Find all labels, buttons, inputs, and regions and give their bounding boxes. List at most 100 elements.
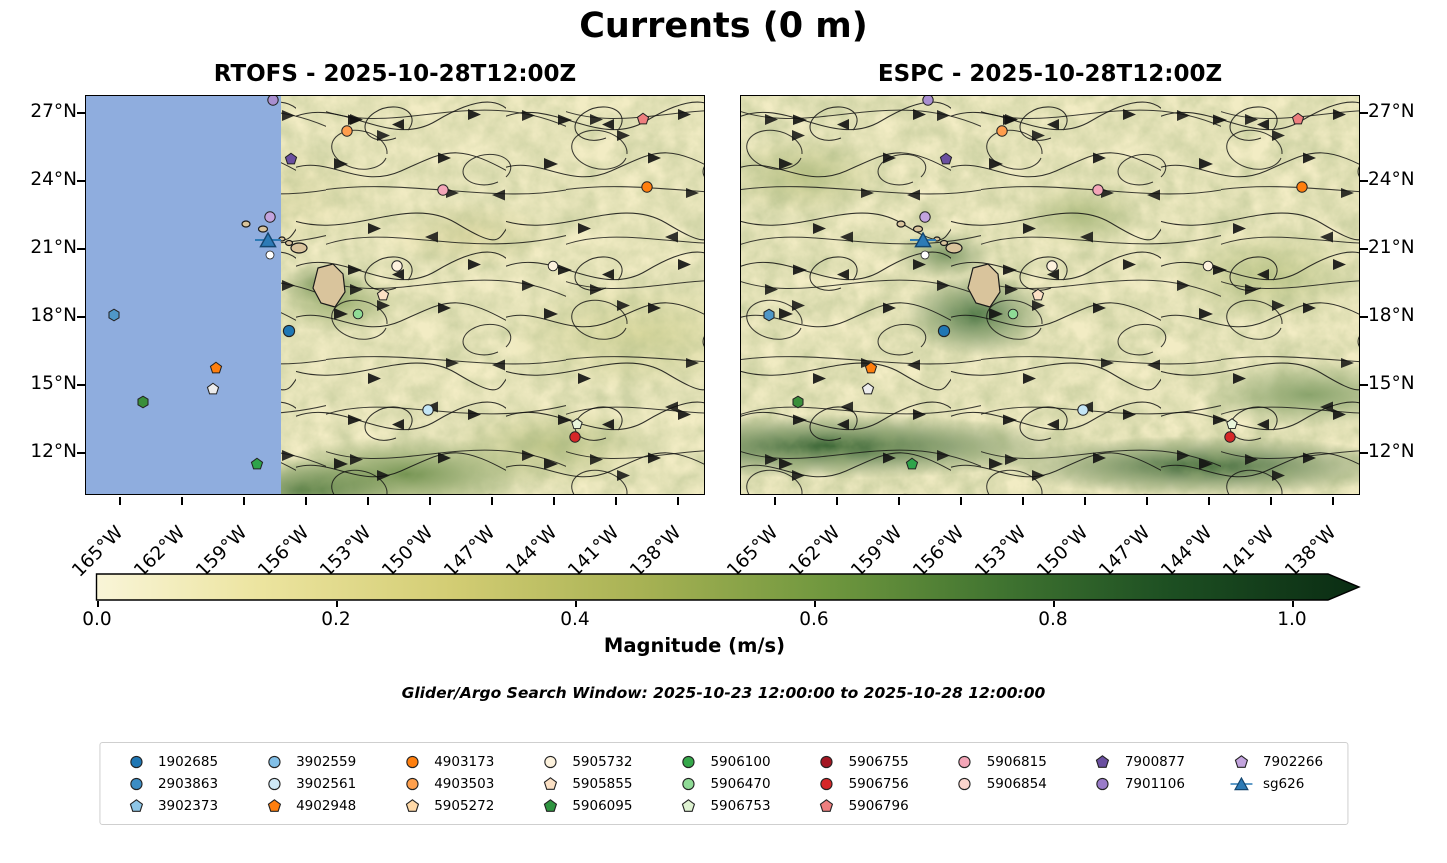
colorbar-tick-label: 1.0 bbox=[1277, 609, 1307, 630]
lat-tick-mark bbox=[1360, 452, 1368, 454]
float-marker bbox=[937, 324, 951, 338]
circle-marker-icon bbox=[1091, 777, 1115, 791]
lon-tick-mark bbox=[243, 497, 245, 505]
legend-column: 4903173 4903503 5905272 bbox=[400, 751, 494, 816]
float-marker bbox=[862, 382, 875, 395]
legend-item: 5906095 bbox=[538, 795, 632, 816]
lon-tick-mark bbox=[429, 497, 431, 505]
legend-item: 7900877 bbox=[1091, 751, 1185, 772]
legend-item-label: 4902948 bbox=[296, 797, 357, 814]
circle-marker-icon bbox=[124, 777, 148, 791]
lat-tick-mark bbox=[77, 384, 85, 386]
lon-tick-mark bbox=[898, 497, 900, 505]
float-marker bbox=[266, 96, 279, 106]
circle-marker-icon bbox=[538, 755, 562, 769]
legend-column: 5906755 5906756 5906796 bbox=[815, 751, 909, 816]
lon-tick-mark bbox=[774, 497, 776, 505]
lat-tick-mark bbox=[1360, 248, 1368, 250]
legend-item: 5906470 bbox=[676, 773, 771, 794]
legend-item-label: 5906854 bbox=[986, 775, 1047, 792]
circle-marker-icon bbox=[953, 777, 977, 791]
float-marker bbox=[377, 288, 390, 302]
lon-tick-mark bbox=[305, 497, 307, 505]
float-marker bbox=[570, 417, 583, 430]
lat-tick-mark bbox=[77, 316, 85, 318]
pentagon-marker-icon bbox=[400, 798, 424, 813]
float-marker bbox=[1225, 417, 1238, 430]
lat-tick-label: 15°N bbox=[1368, 373, 1415, 394]
lon-tick-mark bbox=[119, 497, 121, 505]
legend-item: 7901106 bbox=[1091, 773, 1185, 794]
colorbar-tick-mark bbox=[336, 601, 338, 607]
float-marker bbox=[285, 152, 298, 165]
float-marker bbox=[1007, 308, 1019, 320]
legend-columns: 1902685 2903863 3902373 3902559 3902561 49029… bbox=[124, 751, 1323, 816]
lat-tick-label: 18°N bbox=[1368, 305, 1415, 326]
float-marker bbox=[996, 125, 1009, 138]
float-marker bbox=[251, 457, 264, 471]
circle-marker-icon bbox=[676, 777, 700, 791]
float-marker bbox=[209, 361, 222, 374]
circle-marker-icon bbox=[815, 755, 839, 769]
lat-tick-label: 18°N bbox=[30, 305, 77, 326]
panel-wrap-rtofs: RTOFS - 2025-10-28T12:00Z 27°N 24° bbox=[30, 61, 705, 581]
lon-tick-mark bbox=[960, 497, 962, 505]
legend: 1902685 2903863 3902373 3902559 3902561 49029… bbox=[98, 742, 1349, 825]
legend-item-label: 7900877 bbox=[1124, 753, 1185, 770]
float-marker bbox=[910, 231, 937, 249]
legend-item-label: 5905272 bbox=[434, 797, 495, 814]
panel-title-espc: ESPC - 2025-10-28T12:00Z bbox=[877, 61, 1223, 87]
legend-item: 5905855 bbox=[538, 773, 632, 794]
pentagon-marker-icon bbox=[1229, 754, 1253, 769]
lat-axis-right: 27°N 24°N 21°N 18°N 15°N 12°N bbox=[1360, 95, 1430, 495]
lat-tick-mark bbox=[77, 180, 85, 182]
lon-tick-mark bbox=[367, 497, 369, 505]
legend-item: 7902266 bbox=[1229, 751, 1323, 772]
float-marker bbox=[136, 395, 149, 409]
colorbar: 0.0 0.2 0.4 0.6 0.8 1.0 Magnitude (m/s) bbox=[82, 571, 1362, 671]
float-markers-layer bbox=[86, 96, 704, 494]
legend-item-label: 2903863 bbox=[157, 775, 219, 792]
lon-tick-mark bbox=[836, 497, 838, 505]
circle-marker-icon bbox=[815, 777, 839, 791]
float-marker bbox=[265, 250, 275, 260]
streamlines-espc bbox=[741, 96, 1359, 494]
legend-item-label: 5906753 bbox=[710, 797, 771, 814]
panel-title-rtofs: RTOFS - 2025-10-28T12:00Z bbox=[213, 61, 577, 87]
lat-tick-label: 24°N bbox=[30, 169, 77, 190]
colorbar-tick-label: 0.8 bbox=[1038, 609, 1068, 630]
map-rtofs bbox=[85, 95, 705, 495]
colorbar-tick-mark bbox=[575, 601, 577, 607]
colorbar-tick-label: 0.0 bbox=[82, 609, 112, 630]
lat-tick-mark bbox=[1360, 180, 1368, 182]
legend-item: 5906753 bbox=[676, 795, 771, 816]
float-marker bbox=[207, 382, 220, 395]
hawaii-islands bbox=[896, 220, 1001, 308]
pentagon-marker-icon bbox=[676, 798, 700, 813]
legend-item-label: 3902373 bbox=[157, 797, 219, 814]
float-marker bbox=[1296, 180, 1309, 193]
float-marker bbox=[918, 210, 931, 223]
legend-item-label: 5906100 bbox=[710, 753, 771, 770]
float-marker bbox=[352, 308, 364, 320]
colorbar-bar bbox=[95, 573, 1361, 601]
lat-axis-left: 27°N 24°N 21°N 18°N 15°N 12°N bbox=[15, 95, 85, 495]
panel-wrap-espc: ESPC - 2025-10-28T12:00Z 27°N 24°N 21°N 18° bbox=[723, 61, 1415, 581]
lon-tick-mark bbox=[553, 497, 555, 505]
lat-tick-label: 15°N bbox=[30, 373, 77, 394]
lat-tick-label: 24°N bbox=[1368, 169, 1415, 190]
lat-tick-label: 27°N bbox=[1368, 101, 1415, 122]
legend-item: 4902948 bbox=[262, 795, 356, 816]
legend-item: 5905732 bbox=[538, 751, 632, 772]
colorbar-tick-mark bbox=[814, 601, 816, 607]
float-marker bbox=[637, 112, 650, 126]
float-marker bbox=[921, 96, 934, 106]
legend-item-label: sg626 bbox=[1262, 775, 1305, 792]
colorbar-tick-label: 0.2 bbox=[321, 609, 351, 630]
lat-tick-label: 12°N bbox=[30, 441, 77, 462]
colorbar-label: Magnitude (m/s) bbox=[603, 634, 786, 657]
legend-item: 5906755 bbox=[815, 751, 909, 772]
legend-item: 4903503 bbox=[400, 773, 494, 794]
lat-tick-mark bbox=[1360, 316, 1368, 318]
